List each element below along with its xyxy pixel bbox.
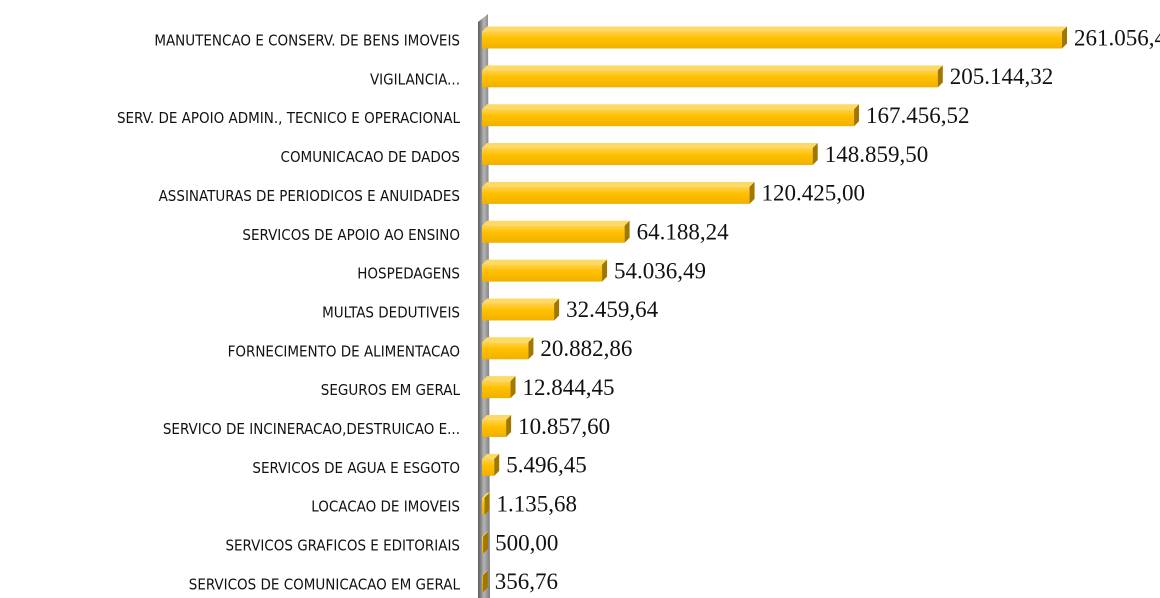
- bar-side: [812, 143, 818, 166]
- value-label: 1.135,68: [497, 491, 578, 516]
- value-label: 12.844,45: [523, 375, 615, 400]
- bar: [482, 575, 483, 593]
- bar: [482, 70, 938, 88]
- value-label: 120.425,00: [762, 181, 866, 206]
- bar: [482, 225, 625, 243]
- bar-side: [1062, 26, 1067, 49]
- category-label: COMUNICACAO DE DADOS: [281, 148, 460, 166]
- bar-side: [554, 298, 560, 321]
- bar: [482, 148, 813, 166]
- value-label: 148.859,50: [825, 142, 929, 167]
- bar-top: [482, 415, 512, 420]
- bar-top: [482, 259, 608, 265]
- bar-top: [482, 570, 488, 576]
- category-label: SERVICOS DE AGUA E ESGOTO: [252, 459, 460, 477]
- bar-top: [482, 337, 534, 343]
- value-label: 20.882,86: [540, 336, 632, 361]
- category-label: MANUTENCAO E CONSERV. DE BENS IMOVEIS: [154, 32, 460, 50]
- category-label: SERVICOS GRAFICOS E EDITORIAIS: [225, 537, 460, 555]
- category-label: SERVICOS DE APOIO AO ENSINO: [242, 226, 460, 244]
- category-label: HOSPEDAGENS: [357, 265, 460, 283]
- bar-side: [854, 104, 860, 127]
- bar: [482, 536, 484, 554]
- value-label: 64.188,24: [637, 220, 730, 245]
- bar-side: [506, 415, 512, 437]
- category-label: FORNECIMENTO DE ALIMENTACAO: [228, 342, 460, 360]
- category-label: SERVICO DE INCINERACAO,DESTRUICAO E...: [163, 420, 460, 438]
- bar-side: [749, 181, 755, 204]
- category-label: SEGUROS EM GERAL: [321, 381, 461, 399]
- bar: [482, 420, 507, 437]
- bar-side: [510, 376, 516, 399]
- value-label: 167.456,52: [866, 103, 970, 128]
- value-label: 356,76: [495, 569, 558, 594]
- category-label: MULTAS DEDUTIVEIS: [322, 303, 460, 321]
- bar-side: [528, 337, 534, 360]
- value-label: 261.056,43: [1074, 25, 1160, 50]
- value-label: 500,00: [495, 530, 558, 555]
- bar-side: [494, 453, 500, 476]
- bar-top: [482, 376, 516, 382]
- value-label: 32.459,64: [566, 297, 659, 322]
- bar-top: [482, 531, 489, 537]
- bar: [482, 109, 855, 127]
- bar: [482, 497, 485, 515]
- value-label: 54.036,49: [614, 258, 706, 283]
- category-label: SERVICOS DE COMUNICACAO EM GERAL: [189, 575, 461, 593]
- bar: [482, 381, 511, 399]
- category-label: ASSINATURAS DE PERIODICOS E ANUIDADES: [159, 187, 460, 205]
- bar-top: [482, 26, 1067, 32]
- bar-top: [482, 453, 500, 459]
- bar: [482, 458, 495, 476]
- bar-top: [482, 104, 860, 110]
- value-label: 10.857,60: [518, 414, 610, 439]
- bar-side: [482, 570, 488, 593]
- bar-top: [482, 65, 943, 71]
- bar: [482, 31, 1062, 49]
- bar-top: [482, 181, 755, 187]
- bar-top: [482, 492, 490, 498]
- category-label: LOCACAO DE IMOVEIS: [311, 498, 460, 516]
- category-label: VIGILANCIA...: [370, 70, 460, 88]
- value-label: 5.496,45: [506, 453, 586, 478]
- bar: [482, 186, 750, 204]
- bar-top: [482, 220, 630, 226]
- bar: [482, 264, 603, 282]
- bar-side: [484, 492, 490, 515]
- bar-side: [624, 220, 630, 243]
- bar-side: [602, 259, 608, 282]
- bar-side: [937, 65, 943, 88]
- bar-top: [482, 298, 560, 304]
- bars: MANUTENCAO E CONSERV. DE BENS IMOVEIS 261…: [117, 25, 1160, 594]
- bar: [482, 303, 555, 321]
- bar: [482, 342, 529, 360]
- category-label: SERV. DE APOIO ADMIN., TECNICO E OPERACI…: [117, 109, 461, 127]
- value-label: 205.144,32: [950, 64, 1054, 89]
- bar-side: [483, 531, 489, 554]
- bar-top: [482, 143, 818, 149]
